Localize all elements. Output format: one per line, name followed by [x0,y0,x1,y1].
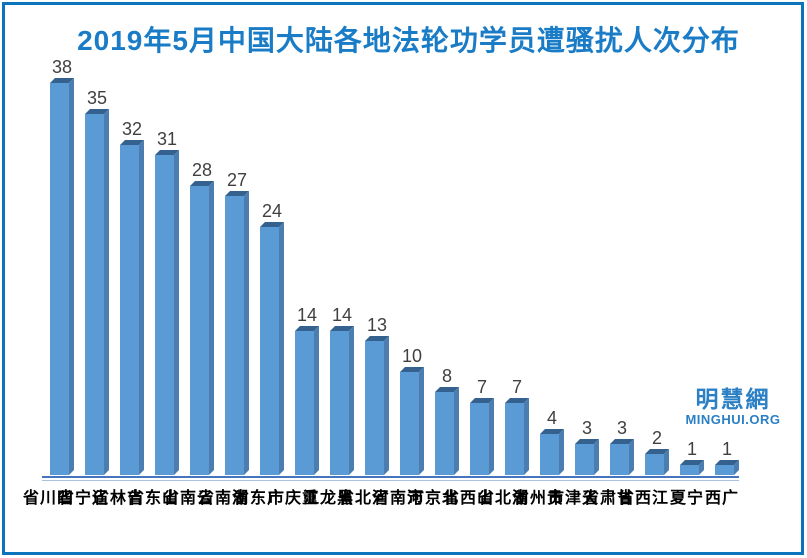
bar-category-label: 四川省 [20,489,71,506]
bar-side-face [349,326,354,475]
bar-side-face [314,326,319,475]
bar-front-face [295,331,314,475]
bar-category-label: 广西 [702,489,736,506]
bar-front-face [120,145,139,475]
bar-front-face [50,83,69,475]
bar-front-face [575,444,594,475]
x-axis-shadow-line [42,480,739,481]
bar-front-face [505,403,524,475]
bar-front-face [540,434,559,475]
bar-value-label: 38 [51,57,73,77]
bar-value-label: 31 [156,129,178,149]
bar-value-label: 14 [331,305,353,325]
bar-category-label: 北京市 [405,489,456,506]
bar-side-face [139,140,144,475]
minghui-logo-chinese-text: 明慧網 [695,386,771,412]
bar-value-label: 3 [581,418,592,438]
bar-value-label: 10 [401,346,423,366]
bar-value-label: 7 [511,377,522,397]
chart-title: 2019年5月中国大陆各地法轮功学员遭骚扰人次分布 [77,25,740,56]
bar-value-label: 24 [261,201,283,221]
bar-category-label: 广东省 [230,489,281,506]
bar-front-face [435,392,454,475]
bar-front-face [85,114,104,475]
bar-side-face [279,222,284,475]
minghui-logo-url-text: MINGHUI.ORG [685,412,781,427]
bar-value-label: 3 [616,418,627,438]
bar-front-face [610,444,629,475]
bar-front-face [715,465,734,475]
bar-value-label: 32 [121,119,143,139]
bar-category-label: 辽宁省 [55,489,106,506]
bar-category-label: 湖南省 [195,489,246,506]
bar-front-face [225,196,244,475]
bar-side-face [489,398,494,475]
bar-front-face [680,465,699,475]
x-axis-line [42,476,739,478]
bar-value-label: 7 [476,377,487,397]
bar-chart-plot-area: 2019年5月中国大陆各地法轮功学员遭骚扰人次分布 38 四川省 35 辽宁省 32 吉林… [5,5,807,558]
bar-front-face [400,372,419,475]
bar-side-face [104,109,109,475]
bar-category-label: 吉林省 [90,489,141,506]
bar-category-label: 江西省 [615,489,666,506]
bar-category-label: 贵州省 [510,489,561,506]
bar-category-label: 湖北省 [475,489,526,506]
bar-value-label: 8 [441,366,452,386]
bar-side-face [454,387,459,475]
bar-side-face [209,181,214,475]
bar-front-face [330,331,349,475]
bar-front-face [155,155,174,475]
bar-side-face [69,78,74,475]
bar-value-label: 1 [686,439,697,459]
bar-front-face [645,454,664,475]
bar-side-face [594,439,599,475]
bar-category-label: 山西省 [440,489,491,506]
minghui-logo: 明慧網 MINGHUI.ORG [665,386,801,427]
bar-category-label: 云南省 [160,489,211,506]
bar-category-label: 宁夏 [667,489,701,506]
bar-value-label: 28 [191,160,213,180]
bar-front-face [470,403,489,475]
bar-front-face [365,341,384,475]
bar-category-label: 河南省 [370,489,421,506]
bar-category-label: 重庆市 [265,489,316,506]
bar-value-label: 14 [296,305,318,325]
bar-side-face [174,150,179,475]
bar-category-label: 黑龙江 [300,489,351,506]
bar-front-face [190,186,209,475]
bar-category-label: 山东省 [125,489,176,506]
bar-value-label: 35 [86,88,108,108]
bar-value-label: 1 [721,439,732,459]
bar-value-label: 13 [366,315,388,335]
bar-value-label: 27 [226,170,248,190]
bar-category-label: 天津市 [545,489,596,506]
bar-value-label: 2 [651,428,662,448]
bar-category-label: 甘肃省 [580,489,631,506]
bar-side-face [244,191,249,475]
bar-value-label: 4 [546,408,557,428]
bar-category-label: 河北省 [335,489,386,506]
bar-front-face [260,227,279,475]
